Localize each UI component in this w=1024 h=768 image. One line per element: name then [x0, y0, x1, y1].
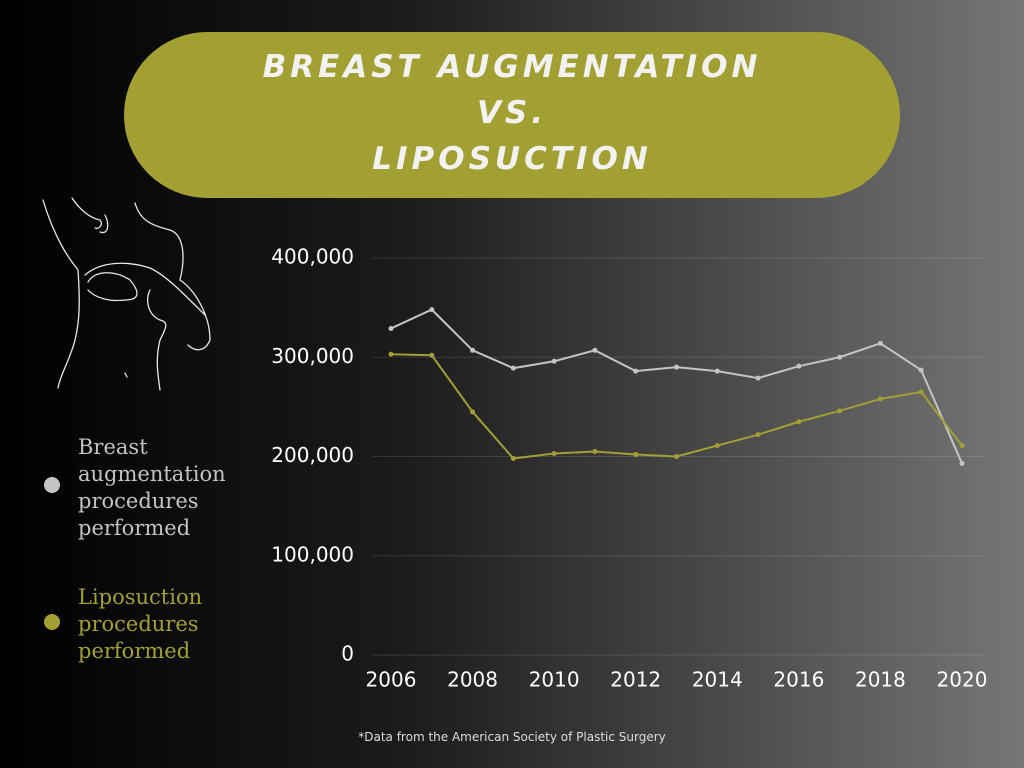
- illustration: [42, 197, 211, 391]
- data-point: [918, 367, 924, 373]
- title-banner: [124, 32, 900, 198]
- legend-label: Breast augmentation procedures performed: [78, 435, 226, 540]
- data-point: [877, 396, 883, 402]
- x-tick-label: 2020: [937, 668, 988, 692]
- data-point: [510, 365, 516, 371]
- data-point: [470, 347, 476, 353]
- data-point: [674, 364, 679, 370]
- x-tick-label: 2016: [773, 668, 824, 692]
- data-point: [755, 432, 761, 438]
- data-point: [796, 363, 802, 369]
- data-point: [510, 455, 516, 461]
- y-tick-label: 0: [341, 642, 354, 666]
- data-point: [388, 325, 394, 331]
- data-point: [959, 460, 965, 466]
- data-point: [674, 454, 679, 459]
- data-point: [592, 347, 598, 353]
- y-tick-label: 200,000: [271, 443, 354, 467]
- data-point: [959, 443, 965, 449]
- legend-label: Liposuction procedures performed: [78, 585, 203, 663]
- x-tick-label: 2010: [529, 668, 580, 692]
- source-note: *Data from the American Society of Plast…: [358, 730, 666, 744]
- data-point: [837, 354, 843, 360]
- x-tick-label: 2006: [366, 668, 417, 692]
- x-tick-label: 2008: [447, 668, 498, 692]
- y-tick-label: 400,000: [271, 245, 354, 269]
- data-point: [551, 451, 557, 457]
- legend-item: Liposuction procedures performed: [44, 584, 238, 665]
- legend-marker: [44, 477, 60, 493]
- data-point: [918, 389, 924, 395]
- data-point: [714, 443, 720, 449]
- data-point: [429, 352, 435, 358]
- y-tick-label: 100,000: [271, 542, 354, 566]
- data-point: [633, 368, 639, 374]
- data-point: [633, 452, 639, 458]
- data-point: [837, 408, 843, 414]
- x-tick-label: 2014: [692, 668, 743, 692]
- series-line: [390, 353, 963, 460]
- data-point: [470, 409, 476, 415]
- data-point: [796, 419, 802, 425]
- x-tick-label: 2018: [855, 668, 906, 692]
- y-tick-label: 300,000: [271, 344, 354, 368]
- data-point: [551, 358, 557, 364]
- data-point: [429, 307, 435, 313]
- data-point: [755, 375, 761, 381]
- data-point: [877, 340, 883, 346]
- data-point: [714, 368, 720, 374]
- chart-title: BREAST AUGMENTATION VS. LIPOSUCTION: [262, 49, 762, 177]
- legend-item: Breast augmentation procedures performed: [44, 434, 238, 542]
- legend-marker: [44, 614, 60, 630]
- data-point: [592, 449, 598, 455]
- x-tick-label: 2012: [610, 668, 661, 692]
- data-point: [388, 351, 394, 357]
- series-line: [390, 308, 963, 464]
